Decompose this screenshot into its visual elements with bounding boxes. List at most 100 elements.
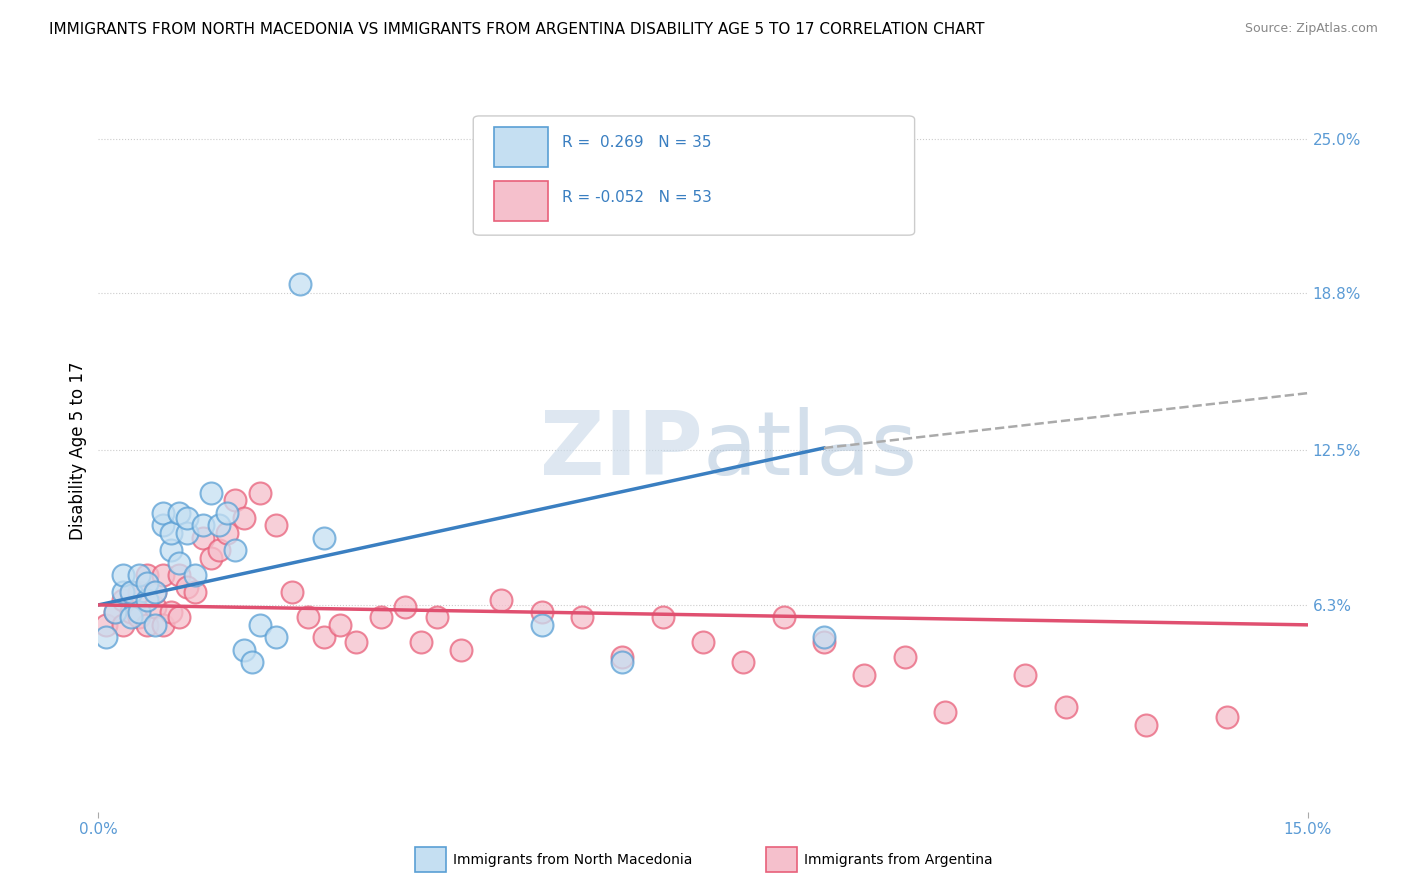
Point — [772, 610, 794, 624]
Point — [370, 610, 392, 624]
Point — [184, 568, 207, 582]
Point — [193, 518, 215, 533]
Point — [160, 543, 183, 558]
Point — [152, 568, 174, 582]
Point — [240, 655, 263, 669]
Point — [217, 506, 239, 520]
Point — [120, 585, 142, 599]
Point — [571, 610, 593, 624]
Point — [111, 568, 134, 582]
Point — [612, 650, 634, 665]
Point — [120, 606, 142, 620]
Text: Immigrants from Argentina: Immigrants from Argentina — [804, 853, 993, 867]
Point — [135, 568, 157, 582]
Point — [208, 543, 231, 558]
Point — [1054, 700, 1077, 714]
Point — [733, 655, 755, 669]
Point — [224, 493, 246, 508]
Point — [329, 618, 352, 632]
Point — [314, 630, 336, 644]
Point — [813, 635, 835, 649]
Text: Immigrants from North Macedonia: Immigrants from North Macedonia — [453, 853, 692, 867]
Bar — [494, 127, 548, 167]
Point — [651, 610, 673, 624]
Point — [264, 630, 287, 644]
Point — [120, 585, 142, 599]
Point — [426, 610, 449, 624]
Point — [96, 618, 118, 632]
Point — [409, 635, 432, 649]
Point — [167, 568, 190, 582]
Point — [160, 525, 183, 540]
Point — [128, 606, 150, 620]
Point — [135, 618, 157, 632]
Point — [288, 277, 311, 291]
Point — [1135, 717, 1157, 731]
Point — [217, 525, 239, 540]
Point — [152, 618, 174, 632]
Point — [813, 630, 835, 644]
Point — [176, 510, 198, 524]
Point — [1014, 667, 1036, 681]
Point — [530, 606, 553, 620]
Point — [853, 667, 876, 681]
Point — [167, 506, 190, 520]
Point — [193, 531, 215, 545]
Point — [135, 593, 157, 607]
Point — [111, 618, 134, 632]
Point — [344, 635, 367, 649]
Point — [530, 618, 553, 632]
Text: Source: ZipAtlas.com: Source: ZipAtlas.com — [1244, 22, 1378, 36]
Point — [491, 593, 513, 607]
Point — [143, 585, 166, 599]
Point — [135, 575, 157, 590]
Point — [167, 556, 190, 570]
Point — [128, 568, 150, 582]
Y-axis label: Disability Age 5 to 17: Disability Age 5 to 17 — [69, 361, 87, 540]
Point — [232, 642, 254, 657]
Point — [394, 600, 416, 615]
Point — [120, 610, 142, 624]
Text: R = -0.052   N = 53: R = -0.052 N = 53 — [561, 190, 711, 205]
Point — [314, 531, 336, 545]
Point — [111, 585, 134, 599]
Bar — [494, 181, 548, 220]
Point — [200, 485, 222, 500]
Point — [208, 518, 231, 533]
Point — [128, 585, 150, 599]
Point — [152, 506, 174, 520]
Text: IMMIGRANTS FROM NORTH MACEDONIA VS IMMIGRANTS FROM ARGENTINA DISABILITY AGE 5 TO: IMMIGRANTS FROM NORTH MACEDONIA VS IMMIG… — [49, 22, 984, 37]
Point — [128, 610, 150, 624]
Point — [143, 600, 166, 615]
Point — [264, 518, 287, 533]
Point — [893, 650, 915, 665]
Point — [1216, 710, 1239, 724]
Point — [103, 606, 125, 620]
Point — [184, 585, 207, 599]
Point — [297, 610, 319, 624]
Point — [160, 606, 183, 620]
Point — [143, 618, 166, 632]
Point — [111, 593, 134, 607]
Point — [249, 618, 271, 632]
Text: atlas: atlas — [703, 407, 918, 494]
Point — [232, 510, 254, 524]
Point — [103, 606, 125, 620]
Text: ZIP: ZIP — [540, 407, 703, 494]
Point — [176, 581, 198, 595]
Point — [167, 610, 190, 624]
Point — [224, 543, 246, 558]
Point — [200, 550, 222, 565]
Point — [450, 642, 472, 657]
Point — [143, 585, 166, 599]
Text: R =  0.269   N = 35: R = 0.269 N = 35 — [561, 136, 711, 151]
Point — [281, 585, 304, 599]
Point — [692, 635, 714, 649]
Point — [96, 630, 118, 644]
Point — [612, 655, 634, 669]
Point — [249, 485, 271, 500]
FancyBboxPatch shape — [474, 116, 915, 235]
Point — [176, 525, 198, 540]
Point — [152, 518, 174, 533]
Point — [934, 705, 956, 719]
